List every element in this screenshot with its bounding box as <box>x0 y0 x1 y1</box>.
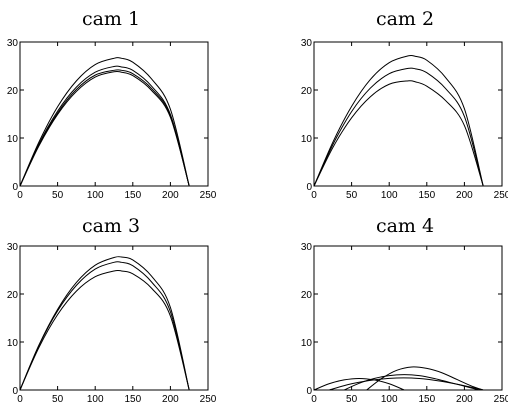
y-tick-label: 20 <box>301 290 313 301</box>
x-tick-label: 0 <box>311 190 317 201</box>
x-tick-label: 250 <box>494 190 508 201</box>
x-tick-label: 200 <box>456 394 473 405</box>
y-tick-label: 10 <box>301 338 313 349</box>
x-tick-label: 100 <box>87 190 104 201</box>
y-tick-label: 0 <box>306 182 312 193</box>
y-tick-label: 0 <box>306 386 312 397</box>
subplot-3: cam 3 0 50 100 150 200 250 0 10 20 30 <box>7 215 217 405</box>
y-tick-label: 20 <box>7 290 19 301</box>
y-tick-label: 0 <box>12 182 18 193</box>
series-line-2 <box>19 261 190 391</box>
x-tick-label: 0 <box>17 394 23 405</box>
y-tick-label: 30 <box>301 38 313 49</box>
subplot-title: cam 1 <box>82 8 140 30</box>
series-line-4 <box>328 377 484 391</box>
series-line-3 <box>313 80 484 187</box>
x-tick-label: 50 <box>52 394 64 405</box>
x-tick-label: 250 <box>200 394 217 405</box>
x-tick-label: 100 <box>87 394 104 405</box>
axes-box <box>19 41 209 187</box>
y-tick-label: 30 <box>301 242 313 253</box>
axes-box <box>19 245 209 391</box>
x-tick-label: 150 <box>124 190 141 201</box>
y-tick-label: 20 <box>7 86 19 97</box>
x-tick-label: 150 <box>124 394 141 405</box>
x-tick-label: 0 <box>311 394 317 405</box>
y-tick-label: 30 <box>7 242 19 253</box>
x-tick-label: 50 <box>346 190 358 201</box>
series-line-1 <box>19 256 190 391</box>
x-tick-label: 250 <box>200 190 217 201</box>
y-tick-label: 0 <box>12 386 18 397</box>
x-tick-label: 100 <box>381 190 398 201</box>
x-tick-label: 200 <box>456 190 473 201</box>
y-tick-label: 10 <box>7 134 19 145</box>
series-line-1 <box>19 65 190 187</box>
subplot-4: cam 4 0 50 100 150 200 250 0 10 20 30 <box>301 215 508 405</box>
x-tick-label: 250 <box>494 394 508 405</box>
y-tick-label: 10 <box>301 134 313 145</box>
x-tick-label: 0 <box>17 190 23 201</box>
x-tick-label: 150 <box>418 190 435 201</box>
series-line-3 <box>19 70 190 187</box>
x-tick-label: 200 <box>162 190 179 201</box>
x-tick-label: 50 <box>52 190 64 201</box>
x-tick-label: 100 <box>381 394 398 405</box>
y-tick-label: 30 <box>7 38 19 49</box>
subplot-2: cam 2 0 50 100 150 200 250 0 10 20 30 <box>301 8 508 201</box>
subplot-1: cam 1 0 50 100 150 200 250 0 10 20 30 <box>7 8 217 201</box>
series-line-3 <box>19 269 190 391</box>
subplot-title: cam 3 <box>82 215 140 237</box>
series-line-2 <box>19 69 190 187</box>
series-line-4 <box>19 57 190 187</box>
axes-box <box>313 245 503 391</box>
series-line-1 <box>313 54 484 187</box>
series-line-1 <box>313 377 405 391</box>
series-line-3 <box>366 366 484 391</box>
axes-box <box>313 41 503 187</box>
y-tick-label: 20 <box>301 86 313 97</box>
subplot-title: cam 2 <box>376 8 434 30</box>
x-tick-label: 200 <box>162 394 179 405</box>
x-tick-label: 150 <box>418 394 435 405</box>
y-tick-label: 10 <box>7 338 19 349</box>
x-tick-label: 50 <box>346 394 358 405</box>
series-line-2 <box>313 67 484 187</box>
subplot-title: cam 4 <box>376 215 434 237</box>
